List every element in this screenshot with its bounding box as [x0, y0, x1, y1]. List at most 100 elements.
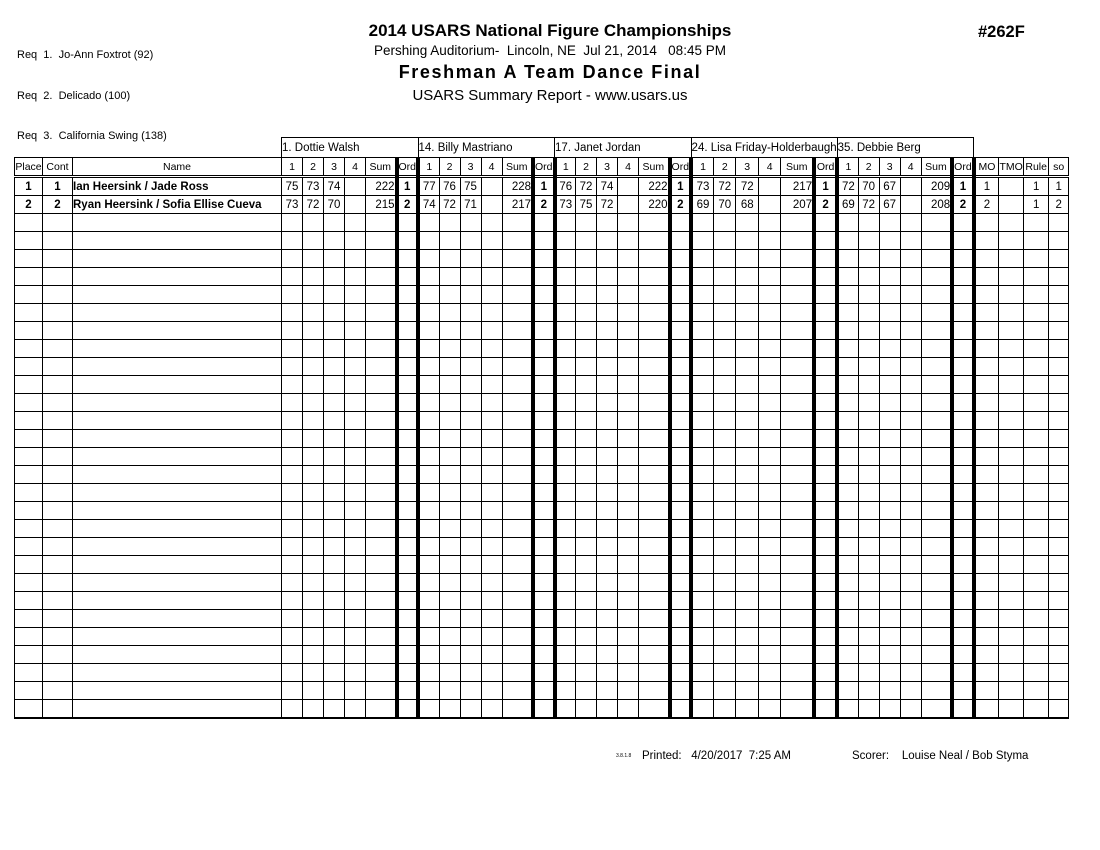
- empty-cell: [735, 375, 759, 394]
- sum-cell: 207: [780, 195, 815, 214]
- empty-cell: [531, 627, 557, 646]
- empty-cell: [973, 465, 1000, 484]
- empty-cell: [72, 627, 282, 646]
- empty-cell: [836, 609, 859, 628]
- empty-cell: [812, 699, 840, 719]
- empty-cell: [899, 483, 922, 502]
- empty-cell: [1023, 393, 1050, 412]
- empty-cell: [973, 267, 1000, 286]
- score-cell: 74: [417, 195, 440, 214]
- empty-cell: [973, 681, 1000, 700]
- empty-cell: [417, 267, 440, 286]
- empty-cell: [417, 555, 440, 574]
- empty-cell: [531, 249, 557, 268]
- empty-cell: [281, 375, 303, 394]
- empty-cell: [836, 645, 859, 664]
- empty-cell: [920, 609, 953, 628]
- empty-cell: [394, 231, 420, 250]
- empty-cell: [638, 339, 671, 358]
- empty-cell: [757, 321, 782, 340]
- empty-cell: [780, 483, 815, 502]
- empty-cell: [42, 285, 73, 304]
- judge-header: 1. Dottie Walsh: [281, 137, 419, 158]
- empty-cell: [920, 393, 953, 412]
- empty-cell: [480, 519, 503, 538]
- empty-cell: [365, 519, 397, 538]
- empty-cell: [950, 429, 976, 448]
- empty-cell: [323, 213, 345, 232]
- empty-cell: [42, 681, 73, 700]
- empty-cell: [459, 501, 482, 520]
- empty-cell: [757, 303, 782, 322]
- empty-cell: [480, 609, 503, 628]
- empty-cell: [973, 249, 1000, 268]
- empty-cell: [302, 519, 324, 538]
- cont-cell: 1: [42, 176, 73, 196]
- empty-cell: [344, 303, 366, 322]
- empty-cell: [302, 357, 324, 376]
- empty-cell: [998, 231, 1025, 250]
- empty-cell: [531, 501, 557, 520]
- score-cell: [344, 176, 366, 196]
- empty-cell: [812, 483, 840, 502]
- empty-cell: [998, 267, 1025, 286]
- empty-cell: [14, 681, 43, 700]
- empty-cell: [899, 555, 922, 574]
- empty-cell: [14, 699, 43, 719]
- empty-cell: [365, 573, 397, 592]
- empty-cell: [998, 681, 1025, 700]
- empty-cell: [812, 627, 840, 646]
- empty-cell: [14, 393, 43, 412]
- empty-cell: [812, 573, 840, 592]
- empty-cell: [690, 429, 715, 448]
- score-cell: 72: [857, 195, 880, 214]
- empty-cell: [950, 465, 976, 484]
- score-cell: 70: [323, 195, 345, 214]
- sum-cell: 209: [920, 176, 953, 196]
- empty-cell: [459, 285, 482, 304]
- empty-cell: [998, 465, 1025, 484]
- table-row: 2 2 Ryan Heersink / Sofia Ellise Cueva 73 72…: [14, 195, 1070, 214]
- empty-cell: [780, 537, 815, 556]
- empty-cell: [667, 411, 694, 430]
- empty-cell: [973, 591, 1000, 610]
- empty-cell: [836, 627, 859, 646]
- empty-cell: [323, 573, 345, 592]
- empty-cell: [757, 339, 782, 358]
- empty-cell: [667, 285, 694, 304]
- empty-cell: [617, 483, 640, 502]
- empty-cell: [899, 285, 922, 304]
- ranking-column-header: MO: [973, 157, 1000, 178]
- empty-cell: [638, 573, 671, 592]
- empty-cell: [735, 483, 759, 502]
- empty-cell: [690, 447, 715, 466]
- empty-cell: [667, 429, 694, 448]
- score-cell: 72: [302, 195, 324, 214]
- empty-cell: [836, 663, 859, 682]
- score-cell: [899, 176, 922, 196]
- empty-cell: [501, 663, 534, 682]
- empty-cell: [394, 681, 420, 700]
- empty-cell: [638, 321, 671, 340]
- empty-row: [14, 483, 1070, 502]
- empty-cell: [836, 267, 859, 286]
- empty-cell: [638, 537, 671, 556]
- empty-cell: [575, 483, 598, 502]
- empty-cell: [950, 519, 976, 538]
- empty-cell: [1023, 249, 1050, 268]
- empty-cell: [667, 321, 694, 340]
- empty-cell: [438, 537, 461, 556]
- empty-cell: [899, 519, 922, 538]
- empty-cell: [638, 447, 671, 466]
- empty-cell: [857, 285, 880, 304]
- empty-cell: [575, 375, 598, 394]
- place-cell: 1: [14, 176, 43, 196]
- empty-cell: [302, 501, 324, 520]
- empty-cell: [998, 591, 1025, 610]
- empty-cell: [417, 519, 440, 538]
- empty-cell: [950, 357, 976, 376]
- empty-cell: [531, 411, 557, 430]
- empty-cell: [1048, 519, 1070, 538]
- empty-cell: [438, 555, 461, 574]
- empty-cell: [713, 681, 737, 700]
